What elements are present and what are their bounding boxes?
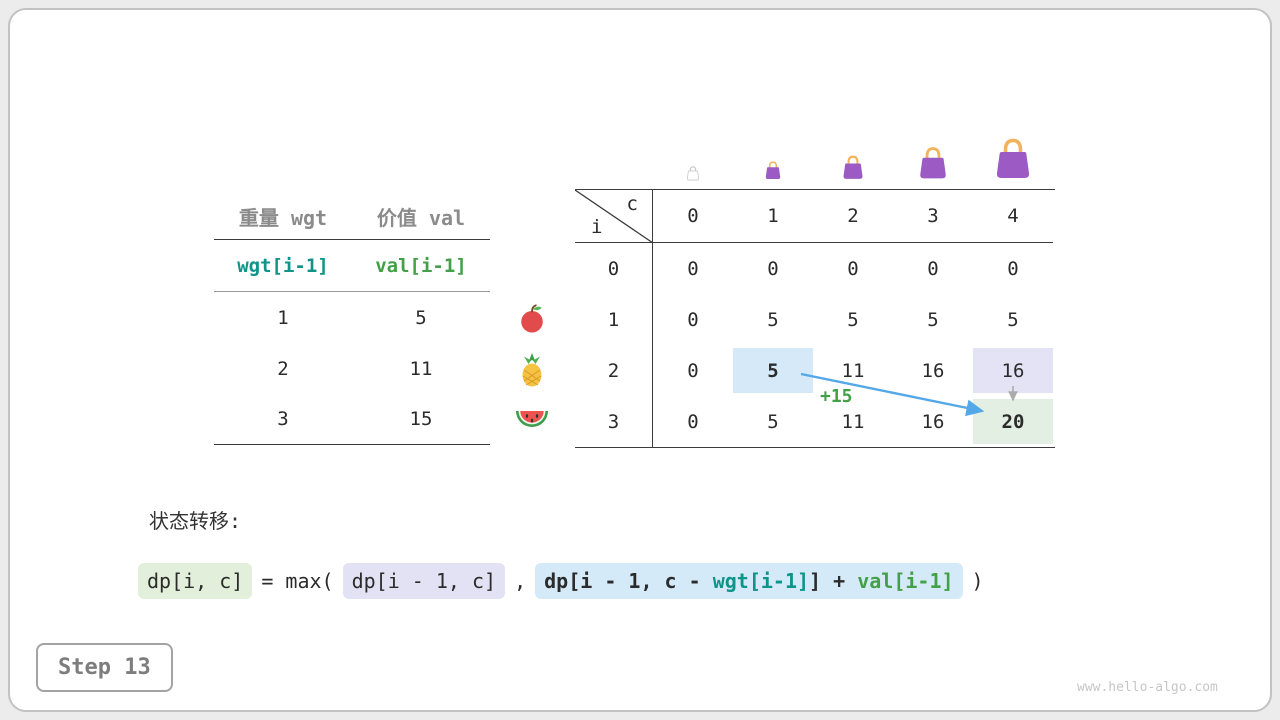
option2-middle: ] + — [809, 569, 858, 593]
corner-diagonal-line — [575, 190, 653, 243]
item-2-value: 11 — [409, 357, 433, 380]
dp-cell-1-2: 5 — [847, 308, 859, 331]
empty-bag-icon — [686, 166, 700, 181]
dp-cell-3-0: 0 — [687, 410, 699, 433]
col-header-1: 1 — [733, 190, 813, 243]
item-table-formula-row: wgt[i-1] val[i-1] — [214, 240, 490, 292]
formula-close-paren: ) — [971, 569, 984, 593]
dp-cell-2-1-highlight-source: 5 — [733, 345, 813, 396]
option2-prefix: dp[i - 1, c - — [544, 569, 713, 593]
formula-option1-chip: dp[i - 1, c] — [342, 563, 506, 599]
watermelon-icon — [516, 411, 548, 427]
col-header-0: 0 — [653, 190, 733, 243]
step-badge: Step 13 — [36, 643, 173, 692]
row-var-label: i — [591, 216, 603, 238]
bag-icon-large — [920, 147, 946, 179]
bag-icon-small — [765, 161, 781, 179]
formula-operator: = max( — [261, 569, 334, 593]
formula-option2-chip: dp[i - 1, c - wgt[i-1]] + val[i-1] — [535, 563, 963, 599]
col-header-2: 2 — [813, 190, 893, 243]
apple-icon — [521, 304, 543, 333]
item-row-1: 1 5 — [214, 292, 490, 343]
dp-table: i c 0 1 2 3 4 0 0 0 0 0 0 1 0 5 5 5 5 2 … — [575, 189, 1055, 448]
item-table: 重量 wgt 价值 val wgt[i-1] val[i-1] 1 5 2 11… — [214, 194, 490, 445]
dp-cell-1-1: 5 — [767, 308, 779, 331]
dp-cell-2-0: 0 — [687, 359, 699, 382]
row-label-1: 1 — [575, 294, 653, 345]
dp-cell-2-3: 16 — [921, 359, 945, 382]
item-row-2: 2 11 — [214, 343, 490, 394]
watermark: www.hello-algo.com — [1077, 680, 1218, 695]
added-value-label: +15 — [820, 386, 853, 407]
formula-separator: , — [514, 569, 527, 593]
col-header-3: 3 — [893, 190, 973, 243]
dp-cell-1-4: 5 — [1007, 308, 1019, 331]
dp-cell-1-0: 0 — [687, 308, 699, 331]
value-header: 价值 val — [376, 206, 466, 230]
bag-icon-medium — [843, 155, 863, 179]
dp-cell-0-4: 0 — [1007, 257, 1019, 280]
wgt-formula-cell: wgt[i-1] — [237, 254, 329, 277]
dp-cell-3-3: 16 — [921, 410, 945, 433]
row-label-3: 3 — [575, 396, 653, 447]
item-row-3: 3 15 — [214, 394, 490, 445]
option2-wgt-term: wgt[i-1] — [712, 569, 810, 593]
dp-cell-2-4-highlight-prev: 16 — [973, 345, 1053, 396]
pineapple-icon — [522, 353, 542, 387]
dp-cell-0-3: 0 — [927, 257, 939, 280]
val-formula-cell: val[i-1] — [375, 254, 467, 277]
row-label-2: 2 — [575, 345, 653, 396]
item-3-value: 15 — [409, 408, 433, 430]
item-2-weight: 2 — [277, 357, 289, 380]
formula-lhs-chip: dp[i, c] — [138, 563, 253, 599]
bag-icon-xlarge — [996, 138, 1030, 178]
option2-val-term: val[i-1] — [857, 569, 954, 593]
col-header-4: 4 — [973, 190, 1053, 243]
dp-corner-cell: i c — [575, 190, 653, 243]
transition-title: 状态转移: — [149, 509, 242, 533]
weight-header: 重量 wgt — [238, 206, 328, 230]
dp-cell-3-2: 11 — [841, 410, 865, 433]
row-label-0: 0 — [575, 243, 653, 294]
dp-cell-0-1: 0 — [767, 257, 779, 280]
dp-cell-1-3: 5 — [927, 308, 939, 331]
dp-cell-0-0: 0 — [687, 257, 699, 280]
dp-cell-3-4-highlight-result: 20 — [973, 396, 1053, 447]
col-var-label: c — [626, 193, 638, 215]
dp-cell-0-2: 0 — [847, 257, 859, 280]
item-1-value: 5 — [415, 306, 427, 329]
item-table-header-row: 重量 wgt 价值 val — [214, 194, 490, 240]
transition-formula: dp[i, c] = max( dp[i - 1, c] , dp[i - 1,… — [138, 563, 984, 599]
item-3-weight: 3 — [277, 408, 289, 430]
dp-cell-3-1: 5 — [767, 410, 779, 433]
item-1-weight: 1 — [277, 306, 289, 329]
